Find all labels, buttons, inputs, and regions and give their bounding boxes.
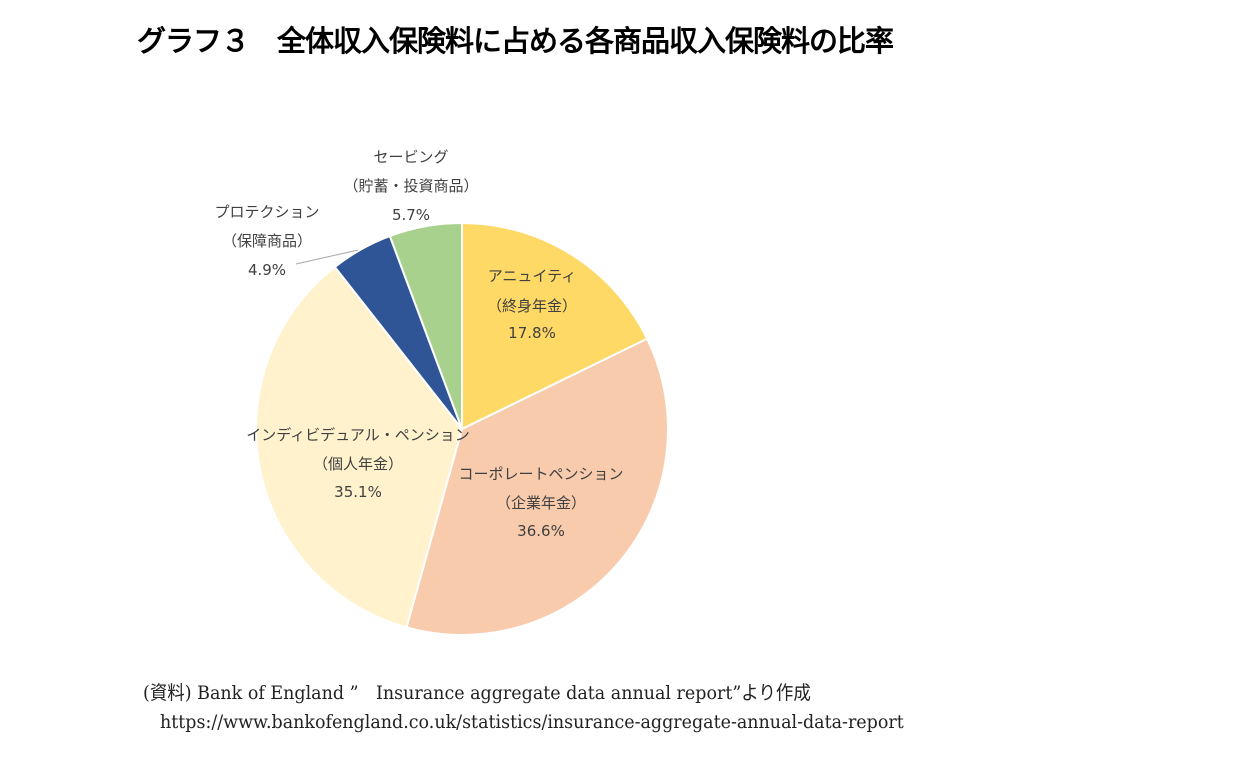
pie-slices [255,221,669,636]
pie-slice [388,221,463,430]
svg-text:（保障商品）: （保障商品） [222,232,312,250]
leader-line [295,249,359,265]
svg-text:コーポレートペンション: コーポレートペンション [458,465,623,483]
svg-text:（個人年金）: （個人年金） [313,455,403,473]
pie-slice [461,221,649,431]
label-individual-pension: インディビデュアル・ペンション （個人年金） 35.1% [246,426,470,501]
svg-text:35.1%: 35.1% [334,483,382,501]
svg-text:アニュイティ: アニュイティ [488,267,577,285]
svg-text:インディビデュアル・ペンション: インディビデュアル・ペンション [246,426,470,444]
svg-text:セービング: セービング [373,148,448,166]
svg-text:（企業年金）: （企業年金） [496,494,586,512]
label-protection: プロテクション （保障商品） 4.9% [214,203,319,279]
pie-slice [405,337,669,636]
source-note: (資料) Bank of England ” Insurance aggrega… [143,682,811,704]
source-url: https://www.bankofengland.co.uk/statisti… [160,711,904,733]
svg-text:36.6%: 36.6% [517,522,565,540]
svg-text:4.9%: 4.9% [248,261,286,279]
svg-text:（終身年金）: （終身年金） [487,297,577,315]
svg-text:プロテクション: プロテクション [214,203,319,221]
label-annuity: アニュイティ （終身年金） 17.8% [487,267,577,342]
svg-text:（貯蓄・投資商品）: （貯蓄・投資商品） [343,177,478,195]
svg-text:17.8%: 17.8% [508,324,556,342]
label-corporate-pension: コーポレートペンション （企業年金） 36.6% [458,465,623,540]
svg-text:5.7%: 5.7% [392,206,430,224]
chart-title: グラフ３ 全体収入保険料に占める各商品収入保険料の比率 [137,24,894,58]
label-savings: セービング （貯蓄・投資商品） 5.7% [343,148,478,224]
pie-slice [255,265,464,629]
